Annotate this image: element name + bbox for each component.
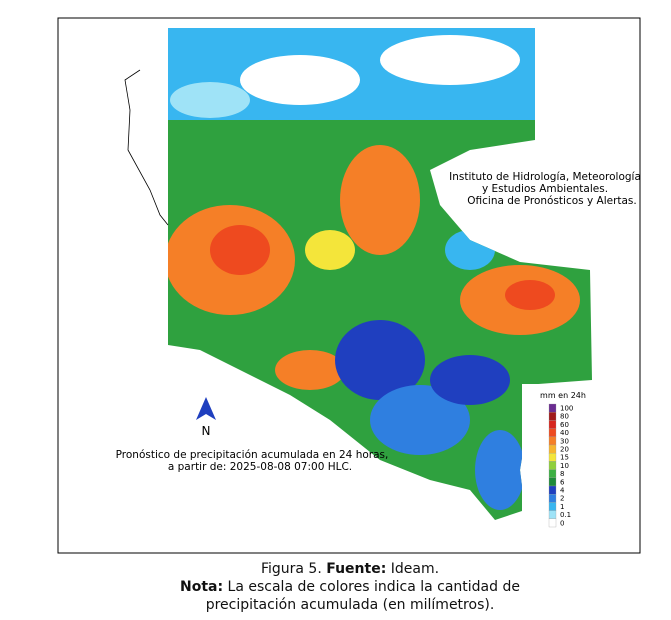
legend-swatch bbox=[548, 428, 557, 437]
precip-field bbox=[168, 28, 580, 510]
legend-label: 6 bbox=[560, 478, 565, 486]
figure: N Instituto de Hidrología, Meteorología … bbox=[57, 17, 641, 554]
legend-label: 15 bbox=[560, 454, 569, 462]
legend-swatch bbox=[548, 469, 557, 478]
legend-label: 20 bbox=[560, 446, 569, 454]
legend-swatch bbox=[548, 403, 557, 413]
legend-label: 8 bbox=[560, 470, 564, 478]
legend-label: 40 bbox=[560, 429, 569, 437]
legend-label: 4 bbox=[560, 487, 565, 495]
legend-swatch bbox=[548, 461, 557, 470]
north-label: N bbox=[202, 424, 211, 438]
legend-label: 60 bbox=[560, 421, 569, 429]
legend-swatch bbox=[548, 436, 557, 446]
legend-label: 0 bbox=[560, 519, 564, 527]
source-label: Fuente: bbox=[326, 561, 387, 577]
legend-label: 10 bbox=[560, 462, 569, 470]
forecast-line: a partir de: 2025-08-08 07:00 HLC. bbox=[168, 461, 352, 473]
legend-swatch bbox=[548, 510, 557, 519]
legend-swatch bbox=[548, 453, 557, 462]
legend-swatch bbox=[548, 485, 557, 495]
source: Ideam. bbox=[390, 561, 440, 577]
legend-swatch bbox=[548, 518, 557, 528]
figure-number: Figura 5. bbox=[260, 561, 322, 577]
legend-title: mm en 24h bbox=[540, 391, 586, 400]
legend-label: 0.1 bbox=[560, 511, 571, 519]
legend-box bbox=[522, 384, 592, 534]
legend-swatch bbox=[548, 420, 557, 429]
legend-swatch bbox=[548, 502, 557, 511]
coastline bbox=[124, 69, 169, 226]
caption-line: Figura 5. Fuente: Ideam. bbox=[150, 560, 550, 578]
north-arrow bbox=[196, 397, 216, 420]
note-label: Nota: bbox=[180, 579, 224, 595]
note-text: La escala de colores indica la cantidad … bbox=[205, 579, 520, 613]
institute-line: Instituto de Hidrología, Meteorología bbox=[449, 171, 641, 183]
legend-swatch bbox=[548, 494, 557, 503]
legend-swatch bbox=[548, 444, 557, 454]
institute-line: y Estudios Ambientales. bbox=[482, 183, 608, 195]
legend-swatch bbox=[548, 412, 557, 421]
note: Nota: La escala de colores indica la can… bbox=[150, 578, 550, 614]
legend-label: 30 bbox=[560, 437, 569, 445]
legend-swatch bbox=[548, 477, 557, 487]
legend-label: 2 bbox=[560, 495, 564, 503]
legend-label: 1 bbox=[560, 503, 564, 511]
institute-line: Oficina de Pronósticos y Alertas. bbox=[467, 195, 637, 207]
forecast-line: Pronóstico de precipitación acumulada en… bbox=[116, 449, 389, 461]
legend-label: 100 bbox=[560, 405, 573, 413]
legend-label: 80 bbox=[560, 413, 569, 421]
caption: Figura 5. Fuente: Ideam. Nota: La escala… bbox=[150, 560, 550, 614]
